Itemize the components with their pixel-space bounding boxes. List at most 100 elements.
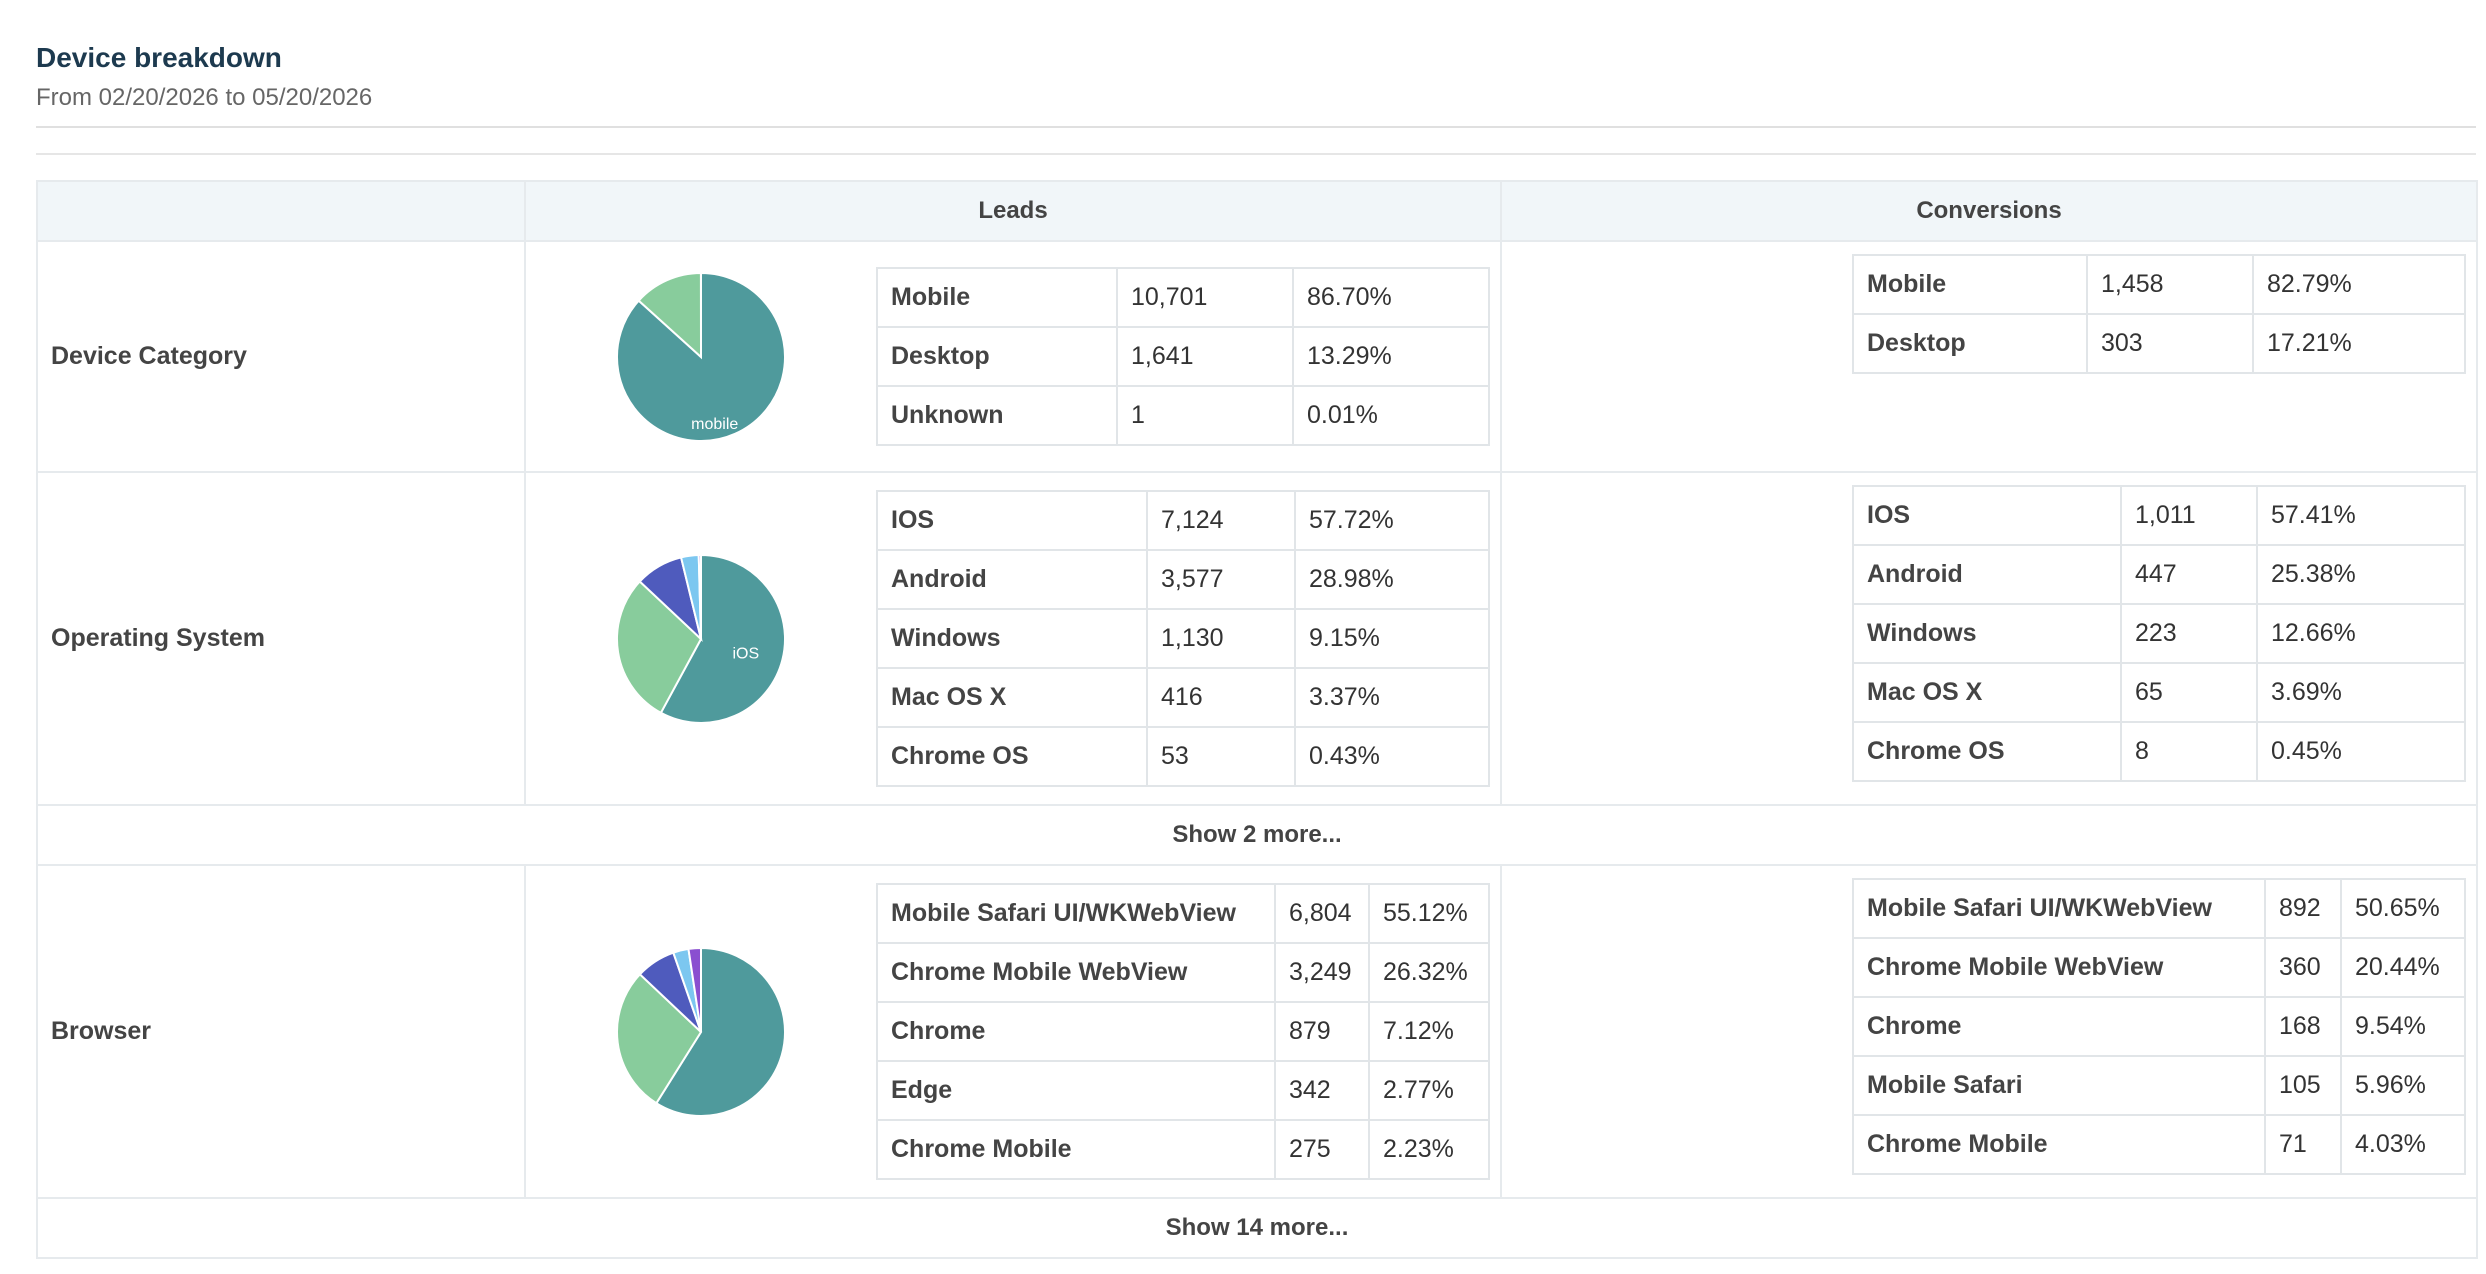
stat-name: Chrome Mobile (1852, 1114, 2266, 1175)
stat-percent: 3.69% (2256, 662, 2466, 723)
stat-row: Android 447 25.38% (1852, 544, 2466, 605)
pie-slice[interactable] (616, 579, 703, 714)
stat-name: Mac OS X (1852, 662, 2122, 723)
header-leads: Leads (524, 180, 1502, 242)
pie-slice[interactable] (659, 553, 786, 724)
stat-count: 879 (1274, 1001, 1370, 1062)
header-row: Leads Conversions (36, 180, 2478, 242)
stat-percent: 0.45% (2256, 721, 2466, 782)
stat-percent: 3.37% (1294, 667, 1490, 728)
stat-row: Chrome Mobile 71 4.03% (1852, 1114, 2466, 1175)
stat-count: 65 (2120, 662, 2258, 723)
stat-percent: 0.43% (1294, 726, 1490, 787)
conversions-table: Mobile Safari UI/WKWebView 892 50.65% Chrom… (1852, 878, 2466, 1175)
stat-percent: 17.21% (2252, 313, 2466, 374)
stat-percent: 57.41% (2256, 485, 2466, 546)
leads-cell: iOS IOS 7,124 57.72% Android 3,577 28.98% Windo… (524, 471, 1502, 806)
stat-name: Unknown (876, 385, 1118, 446)
stat-name: Edge (876, 1060, 1276, 1121)
stat-count: 1,458 (2086, 254, 2254, 315)
stat-name: Mac OS X (876, 667, 1148, 728)
stat-count: 8 (2120, 721, 2258, 782)
section-label: Device Category (36, 240, 526, 473)
stat-name: Chrome (1852, 996, 2266, 1057)
stat-count: 303 (2086, 313, 2254, 374)
stat-percent: 2.77% (1368, 1060, 1490, 1121)
stat-count: 447 (2120, 544, 2258, 605)
stat-percent: 82.79% (2252, 254, 2466, 315)
stat-percent: 9.54% (2340, 996, 2466, 1057)
stat-percent: 12.66% (2256, 603, 2466, 664)
section-label: Operating System (36, 471, 526, 806)
stat-count: 416 (1146, 667, 1296, 728)
stat-count: 71 (2264, 1114, 2342, 1175)
section-row: Browser Mobile Safari UI/WKWebView 6,804 55… (36, 864, 2478, 1199)
divider (36, 126, 2476, 128)
stat-name: Chrome Mobile WebView (1852, 937, 2266, 998)
pie-chart: iOS (526, 549, 876, 729)
conversions-table: Mobile 1,458 82.79% Desktop 303 17.21% (1852, 254, 2466, 374)
header-conversions: Conversions (1500, 180, 2478, 242)
stat-count: 105 (2264, 1055, 2342, 1116)
pie-slice[interactable] (654, 946, 786, 1117)
stat-count: 1,641 (1116, 326, 1294, 387)
section-row: Operating System iOS IOS 7,124 57.72% Android… (36, 471, 2478, 806)
show-more-row[interactable]: Show 2 more... (36, 804, 2478, 866)
stat-percent: 20.44% (2340, 937, 2466, 998)
stat-percent: 50.65% (2340, 878, 2466, 939)
stat-row: Windows 223 12.66% (1852, 603, 2466, 664)
pie-slice[interactable] (697, 553, 702, 639)
stat-row: Mobile 10,701 86.70% (876, 267, 1490, 328)
stat-count: 10,701 (1116, 267, 1294, 328)
stat-row: Desktop 1,641 13.29% (876, 326, 1490, 387)
stat-percent: 2.23% (1368, 1119, 1490, 1180)
stat-count: 360 (2264, 937, 2342, 998)
pie-slice[interactable] (616, 972, 703, 1105)
show-more-link[interactable]: Show 14 more... (36, 1197, 2478, 1259)
stat-name: Windows (1852, 603, 2122, 664)
stat-row: Edge 342 2.77% (876, 1060, 1490, 1121)
pie-svg (616, 946, 786, 1117)
stat-count: 3,577 (1146, 549, 1296, 610)
stat-percent: 55.12% (1368, 883, 1490, 944)
pie-slice[interactable] (637, 271, 703, 359)
stat-row: Desktop 303 17.21% (1852, 313, 2466, 374)
header-empty (36, 180, 526, 242)
stat-count: 275 (1274, 1119, 1370, 1180)
pie-svg: iOS (616, 553, 786, 724)
stat-row: Chrome Mobile WebView 360 20.44% (1852, 937, 2466, 998)
stat-count: 7,124 (1146, 490, 1296, 551)
stat-count: 342 (1274, 1060, 1370, 1121)
leads-cell: Mobile Safari UI/WKWebView 6,804 55.12% Chr… (524, 864, 1502, 1199)
stat-name: Mobile (1852, 254, 2088, 315)
stat-count: 3,249 (1274, 942, 1370, 1003)
stat-row: Chrome Mobile 275 2.23% (876, 1119, 1490, 1180)
stat-percent: 7.12% (1368, 1001, 1490, 1062)
stat-percent: 86.70% (1292, 267, 1490, 328)
stat-name: Desktop (876, 326, 1118, 387)
stat-name: Chrome OS (876, 726, 1148, 787)
conversions-table: IOS 1,011 57.41% Android 447 25.38% Windows 223… (1852, 485, 2466, 782)
stat-count: 223 (2120, 603, 2258, 664)
stat-name: Android (876, 549, 1148, 610)
conversions-cell: Mobile Safari UI/WKWebView 892 50.65% Chrom… (1500, 864, 2478, 1199)
stat-row: Android 3,577 28.98% (876, 549, 1490, 610)
pie-slice[interactable] (616, 271, 786, 442)
show-more-row[interactable]: Show 14 more... (36, 1197, 2478, 1259)
stat-row: IOS 7,124 57.72% (876, 490, 1490, 551)
stat-percent: 57.72% (1294, 490, 1490, 551)
show-more-link[interactable]: Show 2 more... (36, 804, 2478, 866)
pie-label: iOS (732, 645, 759, 662)
page-title: Device breakdown (36, 42, 282, 73)
stat-row: Windows 1,130 9.15% (876, 608, 1490, 669)
stat-count: 1 (1116, 385, 1294, 446)
stat-name: Chrome OS (1852, 721, 2122, 782)
stat-percent: 13.29% (1292, 326, 1490, 387)
conversions-cell: IOS 1,011 57.41% Android 447 25.38% Windows 223… (1500, 471, 2478, 806)
stat-name: IOS (1852, 485, 2122, 546)
stat-name: Chrome (876, 1001, 1276, 1062)
stat-row: Mobile Safari UI/WKWebView 6,804 55.12% (876, 883, 1490, 944)
pie-slice[interactable] (687, 946, 702, 1032)
stat-percent: 5.96% (2340, 1055, 2466, 1116)
stat-name: Desktop (1852, 313, 2088, 374)
